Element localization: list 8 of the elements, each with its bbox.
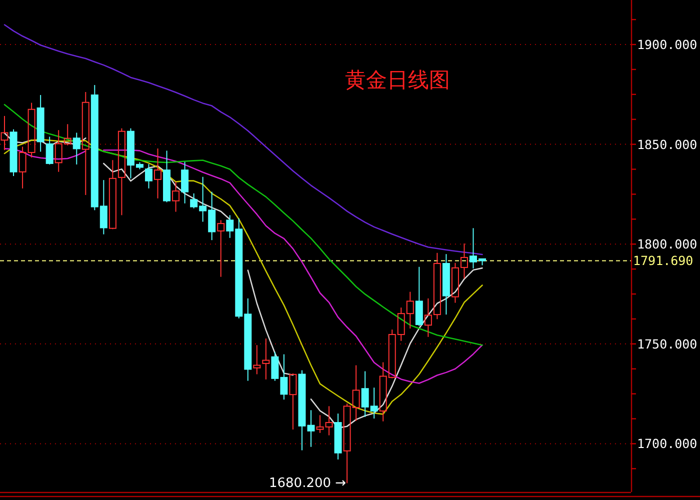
ref-line-label: 1791.690 xyxy=(633,253,694,268)
annotation: 1680.200 → xyxy=(268,476,346,492)
text: 黄金日线图 xyxy=(345,68,450,92)
y-tick-label: 1750.000 xyxy=(637,336,698,352)
y-tick-label: 1850.000 xyxy=(637,136,698,152)
y-tick-label: 1900.000 xyxy=(637,37,698,52)
y-tick-label: 1700.000 xyxy=(637,436,698,452)
y-tick-label: 1800.000 xyxy=(637,236,698,252)
